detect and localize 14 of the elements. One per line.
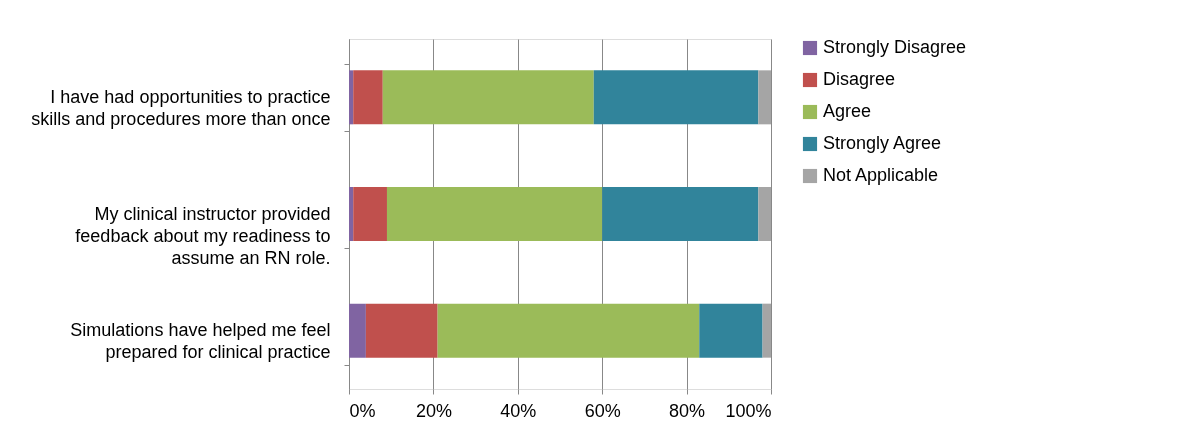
x-tick-label: 100% [725,400,772,421]
x-tick-label: 0% [349,400,376,421]
legend-label: Disagree [823,69,896,89]
legend-label: Strongly Disagree [823,37,967,57]
legend-label: Agree [823,101,872,121]
x-tick-label: 80% [669,400,706,421]
y-tick-label: Simulations have helped me feel prepared for clinical practice [70,320,331,363]
legend-label: Not Applicable [823,165,939,185]
y-tick-label: My clinical instructor provided feedback about my readiness to assume an RN role. [75,203,331,268]
y-tick-label: I have had opportunities to practice skills and procedures more than once [31,86,331,129]
x-tick-label: 40% [500,400,537,421]
legend-label: Strongly Agree [823,133,942,153]
x-tick-label: 60% [584,400,621,421]
x-tick-label: 20% [415,400,452,421]
